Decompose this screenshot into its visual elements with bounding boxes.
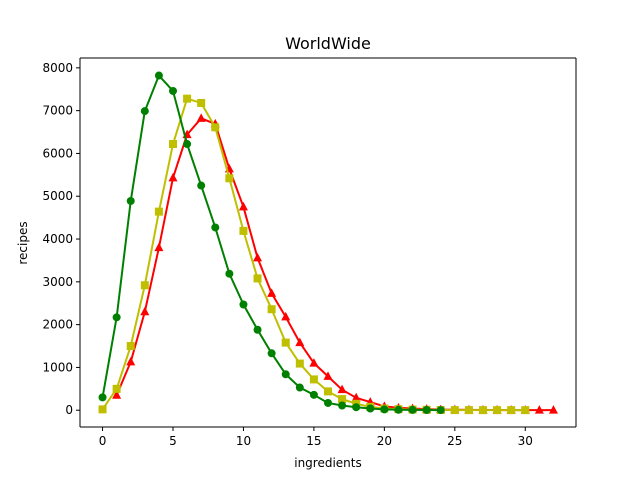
data-point	[154, 242, 164, 252]
data-point	[98, 405, 107, 414]
data-point	[196, 113, 206, 122]
x-tick-label: 30	[518, 434, 533, 448]
y-tick-label: 1000	[42, 360, 73, 374]
data-point	[394, 405, 403, 414]
y-tick-label: 0	[65, 403, 73, 417]
data-point	[338, 401, 347, 410]
data-point	[154, 71, 163, 80]
series-2	[98, 71, 445, 415]
y-tick-label: 2000	[42, 318, 73, 332]
data-point	[324, 387, 332, 396]
data-point	[479, 406, 487, 415]
data-point	[140, 306, 150, 316]
data-point	[112, 390, 122, 399]
data-point	[281, 370, 290, 379]
data-point	[295, 337, 305, 347]
data-point	[324, 398, 332, 407]
data-point	[239, 300, 248, 309]
data-point	[464, 406, 473, 415]
y-tick-label: 7000	[42, 104, 73, 118]
x-axis-ticks: 0 5 10 15 20 25 30	[99, 427, 533, 448]
data-point	[197, 181, 206, 190]
data-point	[154, 207, 163, 216]
data-point	[366, 404, 375, 413]
y-tick-label: 4000	[42, 232, 73, 246]
data-point	[408, 405, 417, 414]
data-point	[295, 383, 304, 392]
data-point	[183, 140, 192, 149]
data-point	[352, 403, 361, 412]
data-point	[309, 375, 318, 384]
data-point	[493, 406, 502, 415]
x-tick-label: 10	[236, 434, 251, 448]
data-point	[112, 384, 121, 393]
x-tick-label: 25	[447, 434, 462, 448]
data-point	[126, 196, 135, 205]
data-point	[126, 356, 136, 366]
data-point	[351, 392, 361, 402]
y-axis-ticks: 0 1000 2000 3000 4000 5000 6000 7000 8000	[42, 61, 80, 417]
data-point	[309, 358, 319, 367]
x-axis-label: ingredients	[294, 456, 362, 470]
x-tick-label: 20	[377, 434, 392, 448]
series-layer	[98, 71, 558, 415]
data-point	[338, 395, 347, 404]
y-tick-label: 5000	[42, 189, 73, 203]
data-point	[211, 223, 220, 232]
data-point	[253, 325, 262, 334]
data-point	[534, 405, 544, 414]
data-point	[112, 313, 121, 322]
data-point	[422, 406, 431, 415]
data-point	[436, 406, 445, 415]
data-point	[450, 406, 459, 415]
axes-layer	[79, 57, 577, 428]
data-point	[521, 406, 530, 415]
data-point	[183, 94, 192, 103]
data-point	[281, 338, 290, 347]
data-point	[225, 269, 234, 278]
data-point	[225, 174, 234, 183]
y-tick-label: 6000	[42, 146, 73, 160]
data-point	[253, 252, 263, 262]
data-point	[140, 107, 149, 116]
data-point	[197, 98, 206, 107]
data-point	[169, 140, 177, 149]
data-point	[168, 172, 178, 182]
data-point	[140, 281, 149, 290]
data-point	[169, 86, 177, 95]
data-point	[253, 274, 262, 283]
x-tick-label: 15	[306, 434, 321, 448]
plot-area	[80, 58, 576, 427]
data-point	[323, 371, 333, 380]
data-point	[267, 288, 277, 297]
y-axis-label: recipes	[16, 221, 30, 264]
y-tick-label: 8000	[42, 61, 73, 75]
data-point	[267, 305, 276, 314]
data-point	[267, 349, 276, 358]
data-point	[98, 393, 107, 402]
data-point	[281, 311, 291, 321]
data-point	[507, 406, 516, 415]
data-point	[380, 405, 389, 414]
data-point	[295, 359, 304, 368]
y-tick-label: 3000	[42, 275, 73, 289]
data-point	[211, 123, 220, 132]
chart-title: WorldWide	[285, 34, 371, 53]
data-point	[239, 226, 248, 235]
data-point	[548, 405, 558, 414]
data-point	[238, 201, 248, 211]
x-tick-label: 0	[99, 434, 107, 448]
data-point	[337, 384, 347, 394]
data-point	[126, 342, 135, 351]
data-point	[309, 390, 318, 399]
x-tick-label: 5	[169, 434, 177, 448]
